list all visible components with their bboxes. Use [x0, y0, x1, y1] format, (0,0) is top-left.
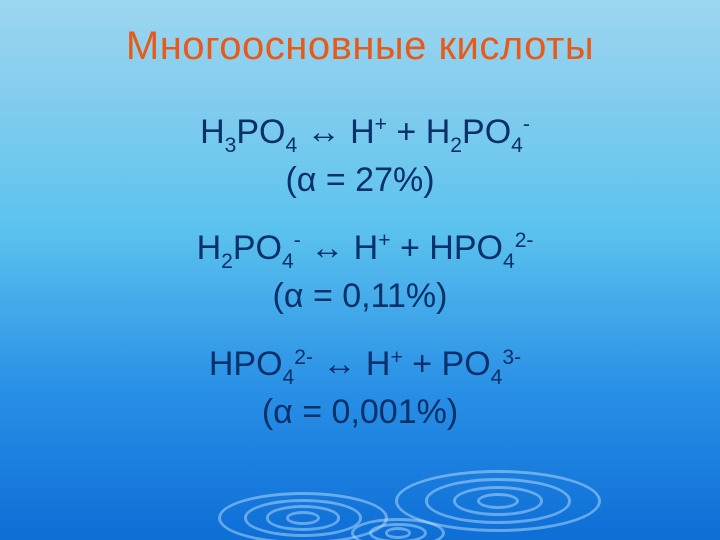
equation: H2PO4- ↔ H+ + HPO42- — [187, 226, 534, 272]
ripple-ring — [453, 486, 543, 516]
ripple-ring — [244, 499, 362, 536]
ripple-ring — [351, 518, 445, 540]
equation-formula: HPO42- ↔ H+ + PO43- — [209, 345, 521, 383]
ripple-ring — [425, 478, 571, 523]
ripple-ring — [477, 493, 519, 509]
ripple-ring — [266, 505, 340, 530]
equation-formula: H3PO4 ↔ H+ + H2PO4- — [200, 113, 530, 151]
equation-formula: H2PO4- ↔ H+ + HPO42- — [197, 229, 534, 267]
ripple-ring — [286, 511, 320, 525]
alpha-value: (α = 27%) — [0, 158, 720, 202]
ripple-ring — [385, 527, 411, 539]
alpha-value: (α = 0,11%) — [0, 274, 720, 318]
equations-list: H3PO4 ↔ H+ + H2PO4- (α = 27%) H2PO4- ↔ H+ … — [0, 110, 720, 458]
slide: Многоосновные кислоты H3PO4 ↔ H+ + H2PO4… — [0, 0, 720, 540]
ripple-ring — [218, 492, 388, 540]
equation-block: H2PO4- ↔ H+ + HPO42- (α = 0,11%) — [0, 226, 720, 318]
alpha-value: (α = 0,001%) — [0, 390, 720, 434]
ripple-ring — [395, 470, 601, 532]
equation: H3PO4 ↔ H+ + H2PO4- — [190, 110, 530, 156]
ripple-ring — [369, 523, 427, 540]
equation-block: HPO42- ↔ H+ + PO43- (α = 0,001%) — [0, 342, 720, 434]
equation-block: H3PO4 ↔ H+ + H2PO4- (α = 27%) — [0, 110, 720, 202]
equation: HPO42- ↔ H+ + PO43- — [199, 342, 521, 388]
slide-title: Многоосновные кислоты — [0, 24, 720, 69]
